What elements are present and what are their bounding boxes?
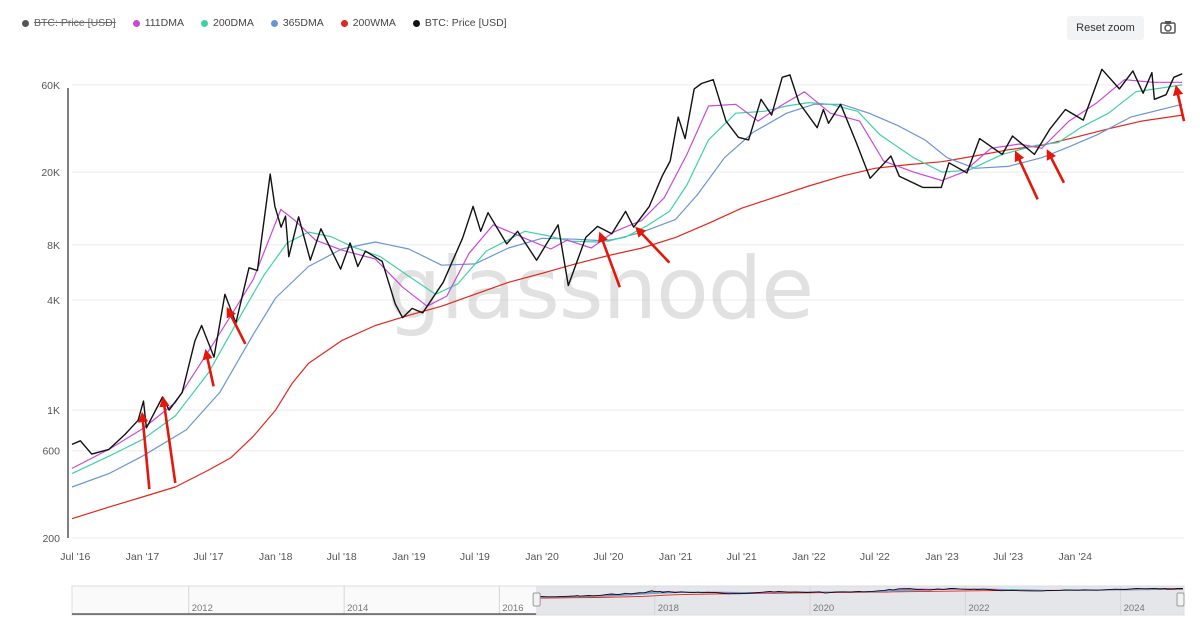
- legend-label: 200WMA: [352, 17, 396, 29]
- legend-dot: [132, 19, 140, 27]
- navigator-label: 2022: [968, 603, 989, 614]
- annotation-arrow: [202, 349, 215, 387]
- x-tick-label: Jan '21: [659, 551, 693, 563]
- x-tick-label: Jan '22: [792, 551, 826, 563]
- series-line-btc-price-usd-: [71, 68, 1183, 455]
- navigator-label: 2020: [813, 603, 834, 614]
- series-line-200wma: [71, 114, 1183, 520]
- annotation-arrow: [1046, 149, 1066, 184]
- legend-label: 365DMA: [282, 17, 324, 29]
- navigator-handle-right[interactable]: [1176, 592, 1185, 607]
- series-line-365dma: [71, 103, 1183, 488]
- legend-item-4[interactable]: 200WMA: [340, 17, 396, 29]
- navigator-series: [536, 587, 1183, 598]
- chart-legend: BTC: Price [USD] 111DMA 200DMA 365DMA 200WMA…: [22, 12, 507, 34]
- navigator-label: 2024: [1124, 603, 1145, 614]
- y-tick-label: 4K: [47, 295, 60, 307]
- x-tick-label: Jul '18: [327, 551, 357, 563]
- x-tick-label: Jul '16: [60, 551, 90, 563]
- legend-item-1[interactable]: 111DMA: [132, 17, 184, 29]
- annotation-arrow: [598, 231, 622, 288]
- navigator-label: 2018: [658, 603, 679, 614]
- x-tick-label: Jan '24: [1058, 551, 1092, 563]
- legend-label: 111DMA: [144, 17, 184, 29]
- y-tick-label: 1K: [47, 405, 60, 417]
- legend-label: 200DMA: [212, 17, 254, 29]
- x-tick-label: Jan '23: [925, 551, 959, 563]
- annotation-arrow: [137, 411, 151, 490]
- navigator-handle-left[interactable]: [532, 592, 541, 607]
- legend-item-0[interactable]: BTC: Price [USD]: [22, 17, 116, 29]
- annotation-arrow: [226, 306, 247, 345]
- legend-dot: [412, 19, 420, 27]
- legend-item-3[interactable]: 365DMA: [270, 17, 324, 29]
- x-tick-label: Jan '18: [259, 551, 293, 563]
- x-tick-label: Jul '17: [193, 551, 223, 563]
- x-tick-label: Jul '20: [593, 551, 623, 563]
- legend-dot: [22, 19, 29, 27]
- legend-label: BTC: Price [USD]: [34, 17, 116, 29]
- x-tick-label: Jul '23: [993, 551, 1023, 563]
- reset-zoom-button[interactable]: Reset zoom: [1067, 16, 1144, 40]
- legend-item-2[interactable]: 200DMA: [200, 17, 254, 29]
- camera-icon[interactable]: [1158, 17, 1178, 37]
- annotation-arrow: [635, 226, 671, 264]
- navigator-label: 2016: [502, 603, 523, 614]
- legend-label: BTC: Price [USD]: [424, 17, 507, 29]
- y-tick-label: 60K: [41, 80, 60, 92]
- y-tick-label: 200: [42, 533, 60, 545]
- y-tick-label: 600: [42, 446, 60, 458]
- navigator-label: 2012: [192, 603, 213, 614]
- series-line-111dma: [71, 79, 1183, 469]
- legend-dot: [200, 19, 208, 27]
- annotation-arrow: [1014, 150, 1039, 200]
- annotation-arrow: [1173, 84, 1186, 122]
- navigator-label: 2014: [347, 603, 368, 614]
- x-tick-label: Jan '17: [126, 551, 160, 563]
- y-tick-label: 8K: [47, 240, 60, 252]
- legend-item-5[interactable]: BTC: Price [USD]: [412, 17, 507, 29]
- x-tick-label: Jan '19: [392, 551, 426, 563]
- annotation-arrow: [159, 396, 177, 484]
- watermark: glassnode: [387, 239, 813, 339]
- x-tick-label: Jan '20: [525, 551, 559, 563]
- legend-dot: [340, 19, 348, 27]
- y-tick-label: 20K: [41, 167, 60, 179]
- x-tick-label: Jul '21: [727, 551, 757, 563]
- x-tick-label: Jul '19: [460, 551, 490, 563]
- legend-dot: [270, 19, 278, 27]
- x-tick-label: Jul '22: [860, 551, 890, 563]
